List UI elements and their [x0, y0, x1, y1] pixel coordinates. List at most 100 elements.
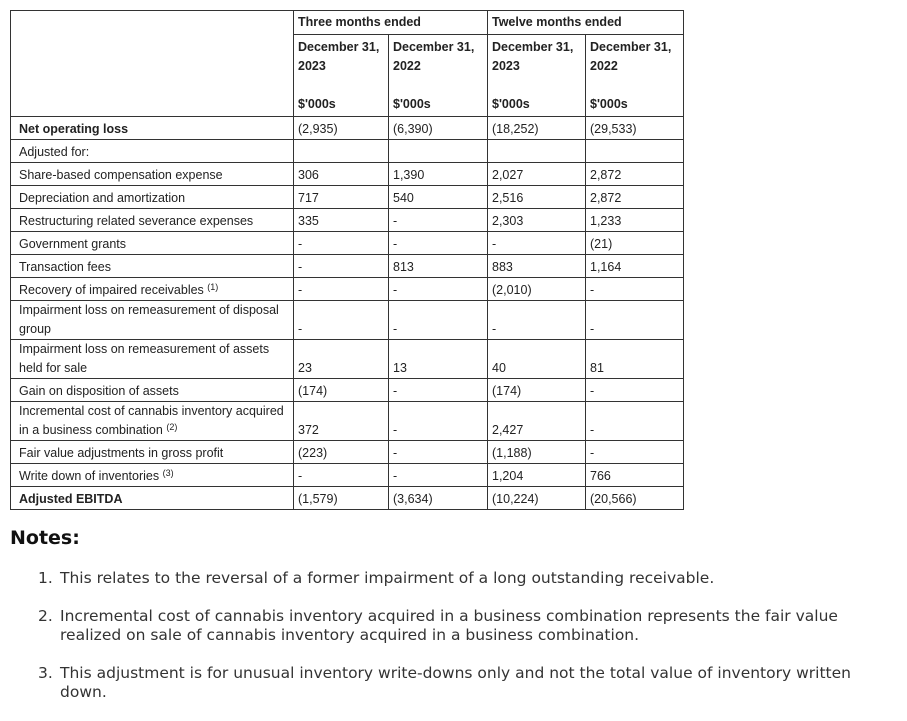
row-label-text: Impairment loss on remeasurement of asse…	[19, 342, 270, 375]
table-row: Share-based compensation expense 306 1,390…	[10, 162, 684, 186]
column-unit: $'000s	[590, 97, 628, 111]
value-cell: (18,252)	[487, 116, 586, 140]
value-cell: 766	[585, 463, 684, 487]
note-item: 1. This relates to the reversal of a form…	[38, 569, 900, 588]
row-label-text: Adjusted for:	[19, 145, 90, 159]
row-label-text: Fair value adjustments in gross profit	[19, 446, 224, 460]
row-label-text: Net operating loss	[19, 122, 129, 136]
blank-cell	[388, 139, 488, 163]
row-label-text: Depreciation and amortization	[19, 191, 186, 205]
row-label: Impairment loss on remeasurement of disp…	[10, 300, 294, 340]
value-cell: -	[293, 277, 389, 301]
value-cell: 2,303	[487, 208, 586, 232]
row-label-text: Share-based compensation expense	[19, 168, 223, 182]
table-row: Net operating loss (2,935) (6,390) (18,252)…	[10, 116, 684, 140]
row-label: Depreciation and amortization	[10, 185, 294, 209]
value-cell: (3,634)	[388, 486, 488, 510]
row-label: Restructuring related severance expenses	[10, 208, 294, 232]
row-label-text: Recovery of impaired receivables	[19, 283, 204, 297]
value-cell: 717	[293, 185, 389, 209]
column-year: 2022	[590, 59, 618, 73]
value-cell: (1,188)	[487, 440, 586, 464]
blank-cell	[293, 139, 389, 163]
row-label: Write down of inventories (3)	[10, 463, 294, 487]
note-marker: 1.	[38, 569, 53, 587]
row-label: Gain on disposition of assets	[10, 378, 294, 402]
notes-title: Notes:	[10, 527, 80, 549]
group-header-row: Three months ended Twelve months ended	[10, 10, 684, 117]
value-cell: -	[388, 231, 488, 255]
column-unit: $'000s	[393, 97, 431, 111]
value-cell: 813	[388, 254, 488, 278]
row-label: Adjusted EBITDA	[10, 486, 294, 510]
value-cell: -	[585, 300, 684, 340]
row-label-text: Incremental cost of cannabis inventory a…	[19, 404, 284, 437]
value-cell: (10,224)	[487, 486, 586, 510]
value-cell: -	[388, 378, 488, 402]
value-cell: -	[293, 300, 389, 340]
column-header: December 31, 2022 $'000s	[388, 34, 488, 117]
value-cell: -	[388, 440, 488, 464]
table-row: Government grants - - - (21)	[10, 231, 684, 255]
row-label-text: Adjusted EBITDA	[19, 492, 123, 506]
column-year: 2022	[393, 59, 421, 73]
note-marker: 3.	[38, 664, 53, 682]
note-item: 3. This adjustment is for unusual invento…	[38, 664, 900, 702]
value-cell: 1,204	[487, 463, 586, 487]
value-cell: -	[388, 208, 488, 232]
value-cell: -	[293, 463, 389, 487]
value-cell: -	[585, 378, 684, 402]
note-item: 2. Incremental cost of cannabis inventory…	[38, 607, 900, 645]
blank-cell	[585, 139, 684, 163]
column-header-row: December 31, 2023 $'000s December 31, 2022 $'…	[11, 34, 684, 117]
value-cell: 2,872	[585, 185, 684, 209]
group-header: Twelve months ended	[487, 10, 684, 35]
note-text: Incremental cost of cannabis inventory a…	[60, 607, 838, 644]
row-label: Net operating loss	[10, 116, 294, 140]
row-label: Fair value adjustments in gross profit	[10, 440, 294, 464]
value-cell: -	[388, 277, 488, 301]
value-cell: 81	[585, 339, 684, 379]
blank-cell	[10, 10, 294, 117]
notes-list: 1. This relates to the reversal of a form…	[38, 569, 900, 721]
value-cell: (223)	[293, 440, 389, 464]
table-row: Adjusted EBITDA (1,579) (3,634) (10,224) (20…	[10, 486, 684, 510]
row-label-text: Gain on disposition of assets	[19, 384, 179, 398]
value-cell: -	[487, 231, 586, 255]
value-cell: -	[388, 463, 488, 487]
value-cell: (174)	[293, 378, 389, 402]
value-cell: 1,390	[388, 162, 488, 186]
row-label: Adjusted for:	[10, 139, 294, 163]
column-date: December 31,	[590, 40, 672, 54]
footnote-ref: (2)	[166, 422, 178, 432]
blank-cell	[487, 139, 586, 163]
value-cell: 306	[293, 162, 389, 186]
table-row: Impairment loss on remeasurement of disp…	[10, 300, 684, 340]
value-cell: -	[585, 277, 684, 301]
value-cell: 540	[388, 185, 488, 209]
table-row: Write down of inventories (3) - -1,204 766	[10, 463, 684, 487]
value-cell: 2,516	[487, 185, 586, 209]
row-label-text: Restructuring related severance expenses	[19, 214, 254, 228]
value-cell: (6,390)	[388, 116, 488, 140]
column-date: December 31,	[492, 40, 574, 54]
footnote-ref: (3)	[162, 468, 174, 478]
value-cell: 883	[487, 254, 586, 278]
row-label-text: Write down of inventories	[19, 469, 160, 483]
value-cell: 1,233	[585, 208, 684, 232]
row-label: Government grants	[10, 231, 294, 255]
row-label: Transaction fees	[10, 254, 294, 278]
page: {"table": { "groups": ["Three months end…	[10, 10, 851, 701]
value-cell: -	[487, 300, 586, 340]
column-year: 2023	[298, 59, 326, 73]
value-cell: 2,427	[487, 401, 586, 441]
row-label: Share-based compensation expense	[10, 162, 294, 186]
column-unit: $'000s	[492, 97, 530, 111]
value-cell: 2,027	[487, 162, 586, 186]
value-cell: (174)	[487, 378, 586, 402]
value-cell: -	[293, 231, 389, 255]
table-row: Fair value adjustments in gross profit (2…	[10, 440, 684, 464]
value-cell: -	[585, 401, 684, 441]
value-cell: 40	[487, 339, 586, 379]
table-row: Adjusted for:	[10, 139, 684, 163]
